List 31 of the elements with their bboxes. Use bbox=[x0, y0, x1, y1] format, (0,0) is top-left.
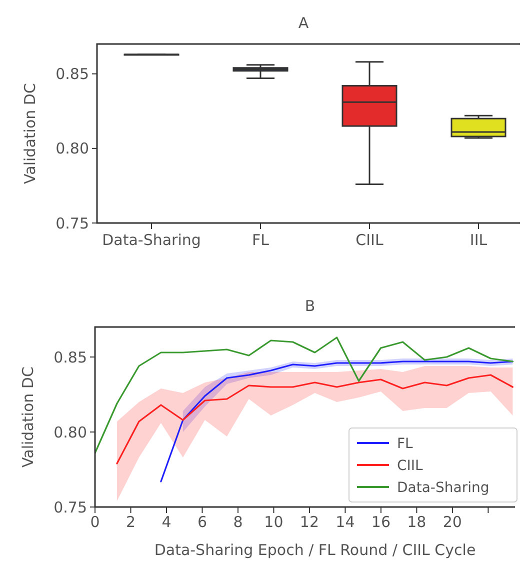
x-tick-label: 12 bbox=[300, 513, 320, 531]
chart-title: A bbox=[298, 14, 310, 32]
x-tick-label: 4 bbox=[162, 513, 172, 531]
x-tick-label: 2 bbox=[126, 513, 136, 531]
y-tick-label: 0.80 bbox=[56, 140, 89, 158]
y-axis-title: Validation DC bbox=[19, 366, 37, 468]
x-tick-label: 18 bbox=[407, 513, 426, 531]
chart-title: B bbox=[304, 297, 316, 315]
x-tick-label: Data-Sharing bbox=[102, 231, 201, 249]
y-tick-label: 0.85 bbox=[54, 348, 87, 366]
x-axis-title: Data-Sharing Epoch / FL Round / CIIL Cycle bbox=[154, 541, 476, 559]
x-tick-label: 10 bbox=[264, 513, 284, 531]
y-tick-label: 0.75 bbox=[54, 498, 87, 516]
x-tick-label: 20 bbox=[442, 513, 462, 531]
legend-label: Data-Sharing bbox=[397, 480, 490, 496]
y-tick-label: 0.75 bbox=[56, 214, 89, 232]
x-tick-label: FL bbox=[252, 231, 270, 249]
y-axis-title: Validation DC bbox=[21, 83, 39, 184]
x-tick-label: 16 bbox=[371, 513, 391, 531]
x-tick-label: 0 bbox=[90, 513, 100, 531]
x-tick-label: CIIL bbox=[356, 231, 384, 249]
y-tick-label: 0.80 bbox=[54, 423, 87, 442]
x-tick-label: 8 bbox=[233, 513, 243, 531]
x-tick-label: 14 bbox=[336, 513, 355, 531]
y-tick-label: 0.85 bbox=[56, 65, 89, 84]
line-series bbox=[160, 360, 514, 482]
x-tick-label: IIL bbox=[470, 231, 488, 249]
x-tick-label: 6 bbox=[197, 513, 208, 531]
legend-label: FL bbox=[397, 436, 414, 452]
line-series bbox=[95, 336, 514, 454]
legend-label: CIIL bbox=[397, 458, 424, 474]
